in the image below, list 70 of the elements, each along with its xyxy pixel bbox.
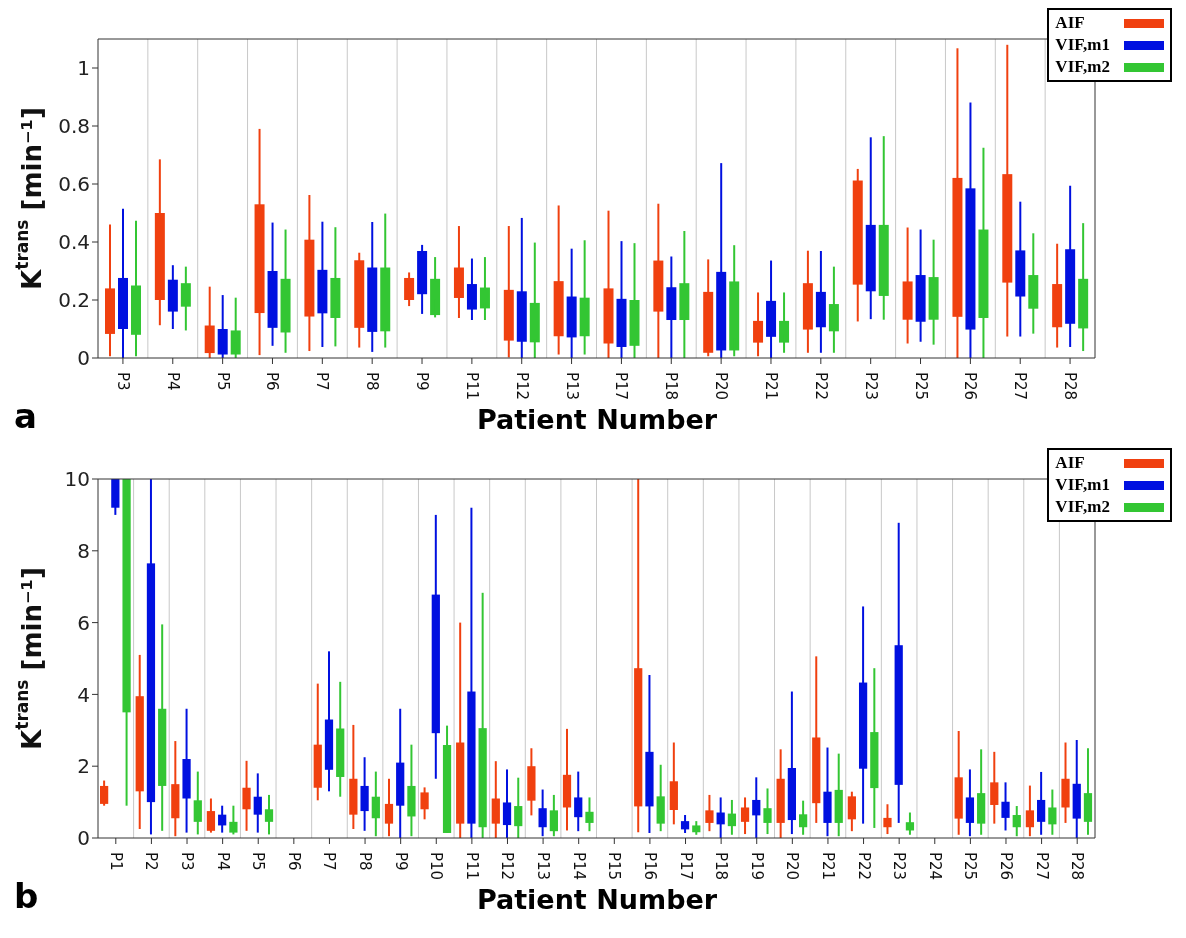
x-tick-label: P11	[462, 372, 481, 401]
x-tick-label: P4	[163, 372, 182, 391]
x-tick-label: P28	[1061, 372, 1080, 401]
legend-label: AIF	[1055, 452, 1085, 474]
x-tick-label: P5	[213, 372, 232, 391]
x-tick-label: P15	[605, 852, 624, 881]
x-tick-label: P8	[356, 852, 375, 871]
x-tick-label: P23	[861, 372, 880, 401]
x-tick-label: P6	[263, 372, 282, 391]
x-tick-label: P3	[178, 852, 197, 871]
x-tick-label: P13	[534, 852, 553, 881]
x-tick-label: P12	[512, 372, 531, 401]
x-tick-label: P17	[676, 852, 695, 881]
x-tick-label: P3	[113, 372, 132, 391]
text: a	[14, 396, 37, 436]
x-tick-label: P9	[413, 372, 432, 391]
x-tick-label: P21	[818, 852, 837, 881]
x-tick-label: P18	[712, 852, 731, 881]
x-tick-label: P17	[612, 372, 631, 401]
legend-label: AIF	[1055, 12, 1085, 34]
x-tick-label: P7	[320, 852, 339, 871]
x-tick-label: P12	[498, 852, 517, 881]
x-tick-label: P6	[284, 852, 303, 871]
x-tick-label: P9	[391, 852, 410, 871]
legend-label: VIF,m2	[1055, 56, 1110, 78]
y-tick-label: 2	[77, 754, 90, 779]
x-tick-label: P22	[854, 852, 873, 881]
y-tick-label: 0.4	[58, 230, 90, 255]
x-tick-label: P26	[961, 372, 980, 401]
x-tick-label: P27	[1032, 852, 1051, 881]
y-tick-label: 0.6	[58, 172, 90, 197]
y-tick-label: 4	[77, 682, 90, 707]
y-tick-label: 0	[77, 826, 90, 851]
x-tick-label: P20	[712, 372, 731, 401]
x-tick-label: P26	[996, 852, 1015, 881]
y-tick-label: 8	[77, 538, 90, 563]
x-tick-label: P23	[890, 852, 909, 881]
x-tick-label: P24	[925, 852, 944, 881]
x-tick-label: P8	[363, 372, 382, 391]
x-tick-label: P19	[747, 852, 766, 881]
x-axis-title: Patient Number	[475, 404, 719, 435]
x-tick-label: P14	[569, 852, 588, 881]
x-tick-label: P25	[961, 852, 980, 881]
legend-label: VIF,m1	[1055, 34, 1110, 56]
x-tick-label: P4	[213, 852, 232, 871]
y-tick-label: 0.8	[58, 114, 90, 139]
x-tick-label: P16	[640, 852, 659, 881]
x-tick-label: P22	[811, 372, 830, 401]
x-tick-label: P7	[313, 372, 332, 391]
x-tick-label: P5	[249, 852, 268, 871]
x-tick-label: P10	[427, 852, 446, 881]
y-tick-label: 0	[77, 346, 90, 371]
text: b	[14, 876, 39, 916]
x-tick-label: P13	[562, 372, 581, 401]
y-tick-label: 1	[77, 56, 90, 81]
x-tick-label: P28	[1068, 852, 1087, 881]
x-tick-label: P1	[106, 852, 125, 871]
legend-label: VIF,m1	[1055, 474, 1110, 496]
y-tick-label: 6	[77, 610, 90, 635]
y-tick-label: 10	[64, 467, 90, 492]
x-tick-label: P11	[462, 852, 481, 881]
legend-label: VIF,m2	[1055, 496, 1110, 518]
x-tick-label: P27	[1011, 372, 1030, 401]
x-tick-label: P18	[662, 372, 681, 401]
y-tick-label: 0.2	[58, 288, 90, 313]
x-tick-label: P20	[783, 852, 802, 881]
x-tick-label: P21	[761, 372, 780, 401]
x-axis-title: Patient Number	[475, 884, 719, 915]
x-tick-label: P25	[911, 372, 930, 401]
x-tick-label: P2	[142, 852, 161, 871]
